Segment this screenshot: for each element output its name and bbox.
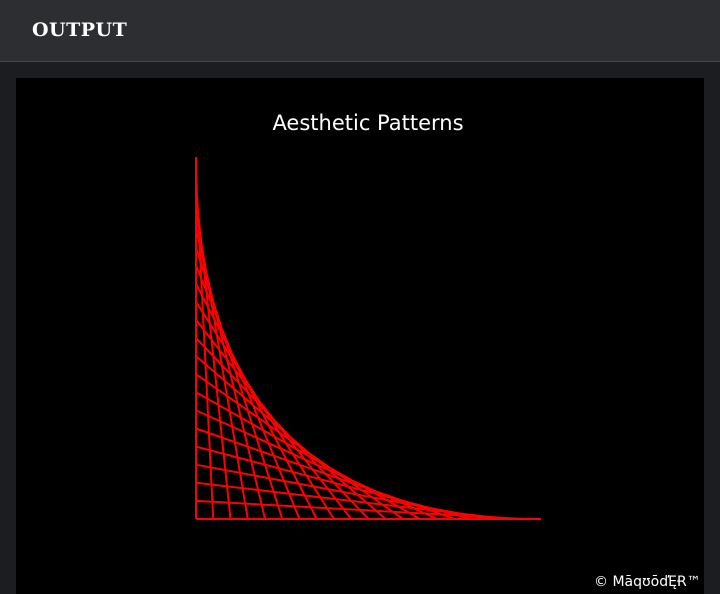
pattern-line-12 bbox=[195, 373, 404, 520]
chart: Aesthetic Patterns bbox=[195, 111, 541, 520]
watermark: © MāqʊōďĘɌ™ bbox=[594, 574, 701, 590]
chart-lines bbox=[195, 157, 541, 520]
pattern-line-14 bbox=[195, 409, 438, 520]
pattern-line-10 bbox=[195, 337, 370, 520]
pattern-line-18 bbox=[195, 481, 507, 520]
pattern-line-19 bbox=[195, 499, 524, 520]
pattern-line-11 bbox=[195, 355, 387, 520]
output-title: OUTPUT bbox=[32, 19, 128, 41]
chart-title: Aesthetic Patterns bbox=[272, 111, 463, 135]
pattern-line-17 bbox=[195, 463, 490, 520]
output-header: OUTPUT bbox=[0, 0, 720, 62]
output-panel: Aesthetic Patterns © MāqʊōďĘɌ™ bbox=[16, 78, 704, 594]
pattern-line-13 bbox=[195, 391, 421, 520]
